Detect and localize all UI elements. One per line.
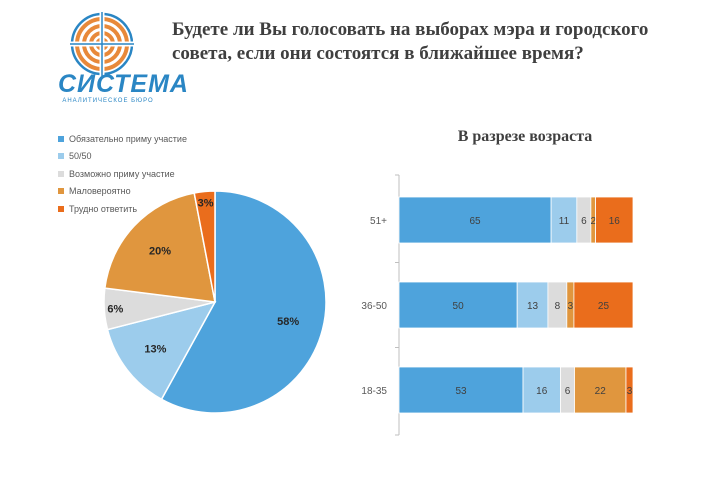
pie-slice <box>106 300 217 401</box>
bar-segment <box>398 366 524 414</box>
bar-data-label: 3 <box>627 386 633 397</box>
bar-data-label: 65 <box>469 216 481 227</box>
bar-chart-title: В разрезе возраста <box>457 128 593 145</box>
legend-item: Возможно приму участие <box>58 165 187 183</box>
logo-tagline: АНАЛИТИЧЕСКОЕ БЮРО <box>62 98 154 104</box>
pie-slice <box>104 192 216 303</box>
legend-item: 50/50 <box>58 148 187 166</box>
bar-data-label: 8 <box>555 301 561 312</box>
legend-swatch <box>58 135 64 142</box>
bar-category-label: 18-35 <box>361 386 387 397</box>
legend-swatch <box>58 170 64 177</box>
legend-swatch <box>58 153 64 160</box>
bar-data-label: 16 <box>536 386 548 397</box>
legend-swatch <box>58 205 64 212</box>
pie-data-label: 58% <box>277 316 299 328</box>
pie-data-label: 13% <box>144 343 166 355</box>
pie-data-label: 20% <box>149 245 171 257</box>
legend-label: Возможно приму участие <box>69 168 175 179</box>
legend-swatch <box>58 188 64 195</box>
bar-data-label: 53 <box>455 386 467 397</box>
legend-item: Маловероятно <box>58 183 187 201</box>
bar-data-label: 6 <box>565 386 571 397</box>
bar-data-label: 3 <box>568 301 574 312</box>
bar-segment <box>573 281 634 329</box>
pie-slice <box>160 190 327 414</box>
bar-data-label: 13 <box>527 301 539 312</box>
legend-item: Трудно ответить <box>58 200 187 218</box>
legend-label: Обязательно приму участие <box>69 133 187 144</box>
pie-slice <box>193 190 216 303</box>
bar-segment <box>595 196 634 244</box>
page-title: Будете ли Вы голосовать на выборах мэра … <box>172 19 649 64</box>
bar-data-label: 50 <box>453 301 465 312</box>
bar-segment <box>574 366 627 414</box>
bar-segment <box>516 281 549 329</box>
bar-data-label: 25 <box>598 301 610 312</box>
bar-data-label: 2 <box>590 216 596 227</box>
legend-label: Маловероятно <box>69 186 131 197</box>
bar-segment <box>522 366 561 414</box>
bar-category-label: 51+ <box>370 216 387 227</box>
pie-data-label: 6% <box>107 303 123 315</box>
bar-data-label: 22 <box>595 386 607 397</box>
bar-data-label: 16 <box>609 216 621 227</box>
legend-label: 50/50 <box>69 151 92 162</box>
bar-segment <box>625 366 634 414</box>
chart-legend: Обязательно приму участие 50/50 Возможно… <box>58 130 187 218</box>
bar-category-label: 36-50 <box>361 301 387 312</box>
bar-data-label: 6 <box>581 216 587 227</box>
bar-data-label: 11 <box>559 216 570 227</box>
pie-data-label: 3% <box>198 198 214 210</box>
legend-label: Трудно ответить <box>69 203 138 214</box>
logo-emblem-icon <box>70 12 134 76</box>
legend-item: Обязательно приму участие <box>58 130 187 148</box>
bar-segment <box>398 281 518 329</box>
bar-segment <box>550 196 578 244</box>
